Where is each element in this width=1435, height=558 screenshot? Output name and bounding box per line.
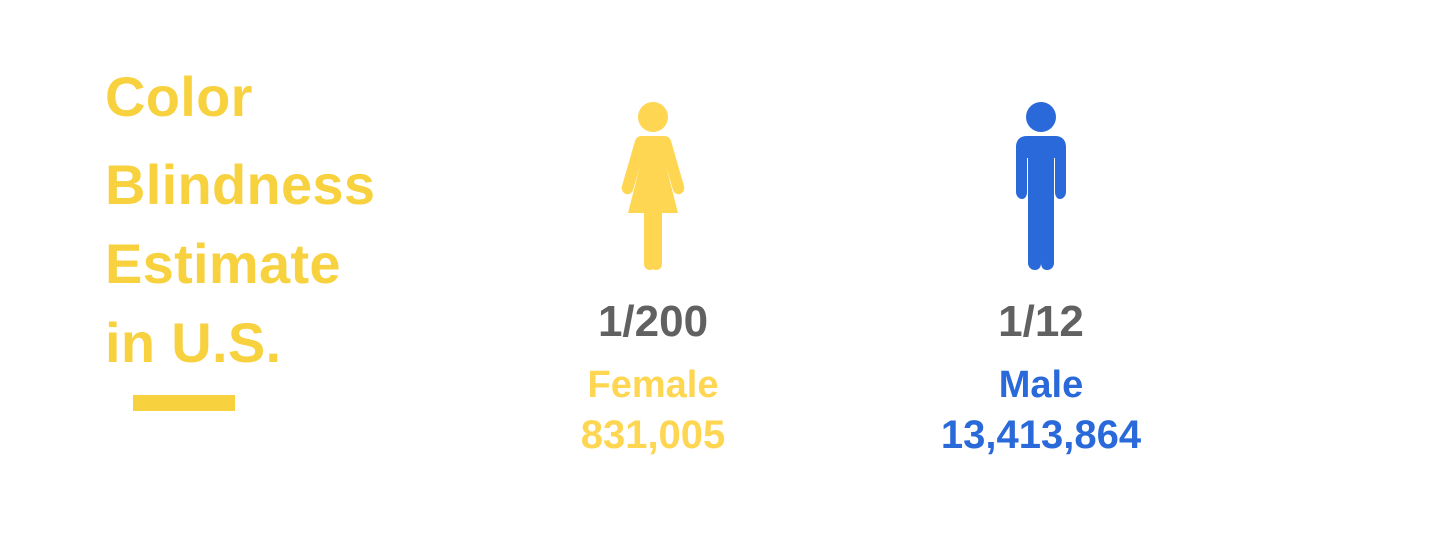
male-label: Male (998, 364, 1084, 406)
female-ratio: 1/200 (597, 297, 709, 346)
male-stat: 1/12 Male 13,413,864 (881, 100, 1201, 462)
infographic-title: Color Blindness Estimate in U.S. (105, 66, 435, 382)
female-stat: 1/200 Female 831,005 (493, 100, 813, 462)
female-count: 831,005 (580, 413, 726, 457)
female-label: Female (587, 364, 719, 406)
title-line-3: Estimate (105, 232, 341, 295)
male-count: 13,413,864 (940, 413, 1142, 457)
female-person-icon (621, 102, 685, 270)
title-line-1: Color (105, 65, 253, 128)
title-line-2: Blindness (105, 153, 376, 216)
male-ratio: 1/12 (998, 297, 1084, 346)
male-person-icon (1016, 102, 1066, 270)
title-underline-divider (133, 395, 235, 411)
title-line-4: in U.S. (105, 311, 282, 374)
